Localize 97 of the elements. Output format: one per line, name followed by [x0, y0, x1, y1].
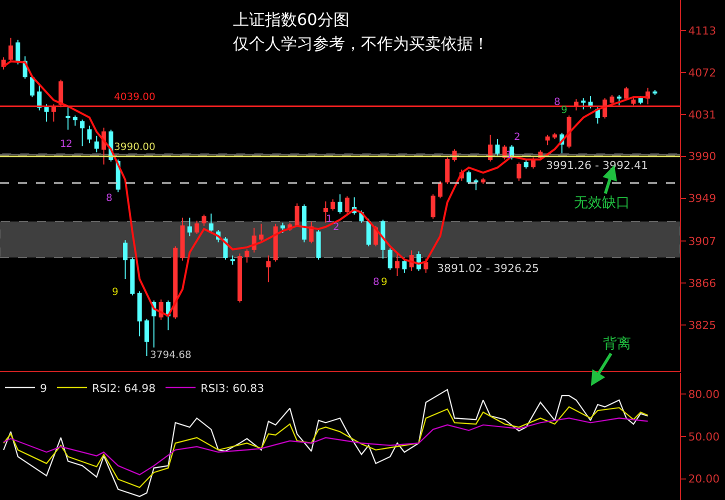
- y-tick-label: 3990: [688, 150, 716, 164]
- annotation: 1: [60, 139, 66, 150]
- candlestick: [323, 200, 328, 224]
- candlestick: [552, 132, 557, 140]
- annotation: 8: [106, 193, 112, 204]
- candlestick: [566, 114, 572, 149]
- annotation: 8: [554, 97, 560, 108]
- annotation: 2: [66, 139, 72, 150]
- candlestick: [280, 222, 285, 234]
- candlestick: [66, 106, 70, 130]
- candlestick: [94, 135, 99, 153]
- candlestick: [259, 223, 264, 242]
- candlestick: [16, 39, 20, 65]
- y-tick-label: 4031: [688, 108, 716, 122]
- annotation: 3794.68: [150, 350, 192, 361]
- candlestick: [137, 290, 142, 337]
- candlestick: [302, 204, 306, 243]
- candlestick: [474, 178, 478, 191]
- y-tick-label: 4113: [688, 24, 716, 38]
- candlestick: [180, 217, 185, 262]
- ref-line-label: 4039.00: [114, 92, 156, 103]
- candlestick: [488, 134, 493, 162]
- candlestick: [395, 252, 400, 276]
- candlestick: [208, 213, 214, 234]
- candlestick: [610, 94, 614, 106]
- annotation: 9: [561, 105, 568, 116]
- candlestick: [244, 248, 250, 264]
- annotation: 2: [333, 222, 340, 233]
- candlestick: [624, 86, 629, 101]
- annotation: 无效缺口: [574, 195, 630, 211]
- annotation: 1: [326, 214, 332, 225]
- y-tick-label: 3907: [688, 235, 716, 248]
- candlestick: [438, 180, 442, 199]
- candlestick: [173, 246, 178, 320]
- legend-label: RSI2: 64.98: [92, 382, 156, 395]
- annotation: 9: [381, 277, 388, 288]
- legend-label: RSI3: 60.83: [200, 382, 264, 395]
- line-series: [2, 406, 648, 488]
- candlestick: [652, 89, 658, 96]
- candlestick: [123, 240, 128, 280]
- annotation: 8: [373, 277, 380, 288]
- candlestick: [466, 170, 472, 184]
- candlestick: [294, 202, 300, 228]
- candlestick: [430, 194, 436, 220]
- candlestick: [144, 318, 149, 356]
- candlestick: [424, 258, 428, 274]
- candlestick: [616, 94, 622, 106]
- y-tick-label: 80.00: [688, 388, 720, 402]
- line-series: [2, 418, 648, 476]
- candlestick: [366, 218, 371, 247]
- text: 上证指数60分图: [233, 10, 350, 29]
- annotation: 9: [112, 287, 118, 298]
- y-tick-label: 4072: [688, 66, 716, 80]
- candlestick: [330, 198, 336, 212]
- candlestick: [44, 104, 49, 122]
- y-tick-label: 3825: [688, 318, 716, 332]
- candlestick: [480, 177, 486, 184]
- candlestick: [495, 138, 500, 156]
- band-label: 3991.26 - 3992.41: [546, 159, 648, 172]
- candlestick: [87, 125, 92, 144]
- candlestick: [238, 252, 242, 304]
- candlestick: [266, 255, 271, 283]
- candlestick: [631, 98, 636, 106]
- candlestick: [58, 79, 64, 108]
- candlestick: [37, 84, 42, 111]
- band-label: 3891.02 - 3926.25: [437, 262, 539, 275]
- candlestick: [51, 104, 56, 122]
- candlestick: [344, 196, 350, 214]
- candlestick: [80, 119, 85, 147]
- candlestick: [273, 223, 278, 262]
- annotation: 2: [514, 132, 520, 143]
- candlestick: [316, 229, 321, 260]
- candlestick: [524, 160, 528, 170]
- text: 仅个人学习参考，不作为买卖依据！: [233, 34, 489, 53]
- candlestick: [388, 248, 392, 270]
- candlestick: [130, 257, 135, 296]
- y-tick-label: 20.00: [688, 472, 720, 486]
- ref-line-label: 3990.00: [114, 142, 156, 153]
- candlestick: [30, 75, 34, 98]
- candlestick: [581, 98, 586, 110]
- candlestick: [187, 217, 192, 237]
- candlestick: [402, 259, 407, 274]
- y-tick-label: 3866: [688, 276, 716, 290]
- candlestick: [194, 220, 200, 235]
- annotation: 背离: [603, 336, 631, 352]
- y-tick-label: 3949: [688, 192, 716, 206]
- candlestick: [545, 134, 550, 146]
- candlestick: [8, 37, 13, 63]
- candlestick: [230, 255, 235, 266]
- candlestick: [338, 194, 342, 214]
- candlestick: [72, 114, 78, 126]
- y-tick-label: 50.00: [688, 430, 720, 444]
- candlestick: [202, 214, 206, 226]
- legend-label: 9: [40, 382, 47, 395]
- candlestick: [445, 156, 450, 184]
- candlestick: [516, 162, 522, 182]
- annotation: 1: [506, 150, 512, 161]
